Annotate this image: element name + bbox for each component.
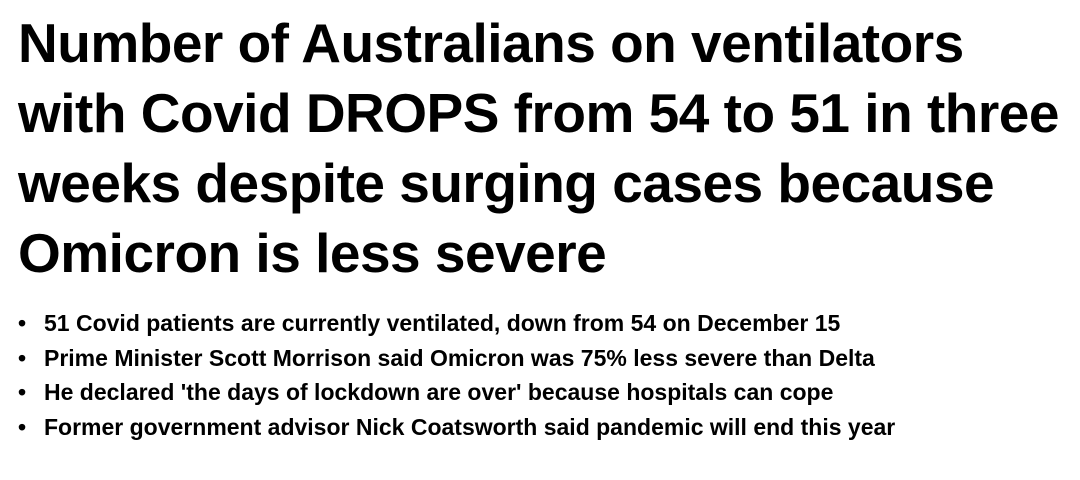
bullet-item: • 51 Covid patients are currently ventila…	[18, 306, 1080, 341]
bullet-item: • Former government advisor Nick Coatswor…	[18, 410, 1080, 445]
bullet-text: Prime Minister Scott Morrison said Omicr…	[44, 344, 875, 371]
bullet-text: 51 Covid patients are currently ventilat…	[44, 310, 841, 336]
bullet-list: • 51 Covid patients are currently ventila…	[0, 306, 1080, 444]
bullet-text: Former government advisor Nick Coatswort…	[44, 413, 896, 440]
bullet-item: • Prime Minister Scott Morrison said Omic…	[18, 341, 1080, 376]
headline: Number of Australians on ventilators wit…	[18, 12, 1059, 284]
bullet-text: He declared 'the days of lockdown are ov…	[44, 379, 834, 405]
bullet-item: • He declared 'the days of lockdown are o…	[18, 375, 1080, 410]
